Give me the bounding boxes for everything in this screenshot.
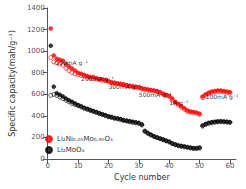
svg-text:40: 40	[165, 162, 174, 170]
svg-text:1400: 1400	[27, 4, 45, 12]
svg-text:10: 10	[74, 162, 83, 170]
svg-text:Specific capacity(mah/g⁻¹): Specific capacity(mah/g⁻¹)	[8, 30, 17, 137]
svg-text:50: 50	[195, 162, 204, 170]
svg-text:500mA g⁻¹: 500mA g⁻¹	[139, 91, 172, 99]
svg-text:Li₂MoO₄: Li₂MoO₄	[57, 146, 84, 154]
svg-text:200mA g⁻¹: 200mA g⁻¹	[81, 74, 114, 82]
svg-text:30: 30	[134, 162, 143, 170]
svg-text:1A g⁻¹: 1A g⁻¹	[169, 99, 189, 107]
svg-text:600: 600	[31, 90, 44, 98]
svg-text:60: 60	[225, 162, 234, 170]
svg-text:300mA g⁻¹: 300mA g⁻¹	[108, 83, 141, 91]
svg-text:1000: 1000	[27, 47, 45, 55]
svg-text:0: 0	[45, 162, 49, 170]
svg-text:Cycle number: Cycle number	[114, 173, 170, 182]
svg-text:400: 400	[31, 112, 44, 120]
svg-text:0: 0	[40, 155, 44, 163]
svg-text:20: 20	[104, 162, 113, 170]
svg-text:800: 800	[31, 69, 44, 77]
svg-text:100mA g⁻¹: 100mA g⁻¹	[206, 93, 239, 101]
svg-text:100mA g⁻¹: 100mA g⁻¹	[55, 59, 88, 67]
svg-text:Li₂Ni₀.₀₅Mo₀.₉₅O₄: Li₂Ni₀.₀₅Mo₀.₉₅O₄	[57, 135, 113, 143]
svg-text:200: 200	[31, 133, 44, 141]
svg-text:1200: 1200	[27, 26, 45, 34]
